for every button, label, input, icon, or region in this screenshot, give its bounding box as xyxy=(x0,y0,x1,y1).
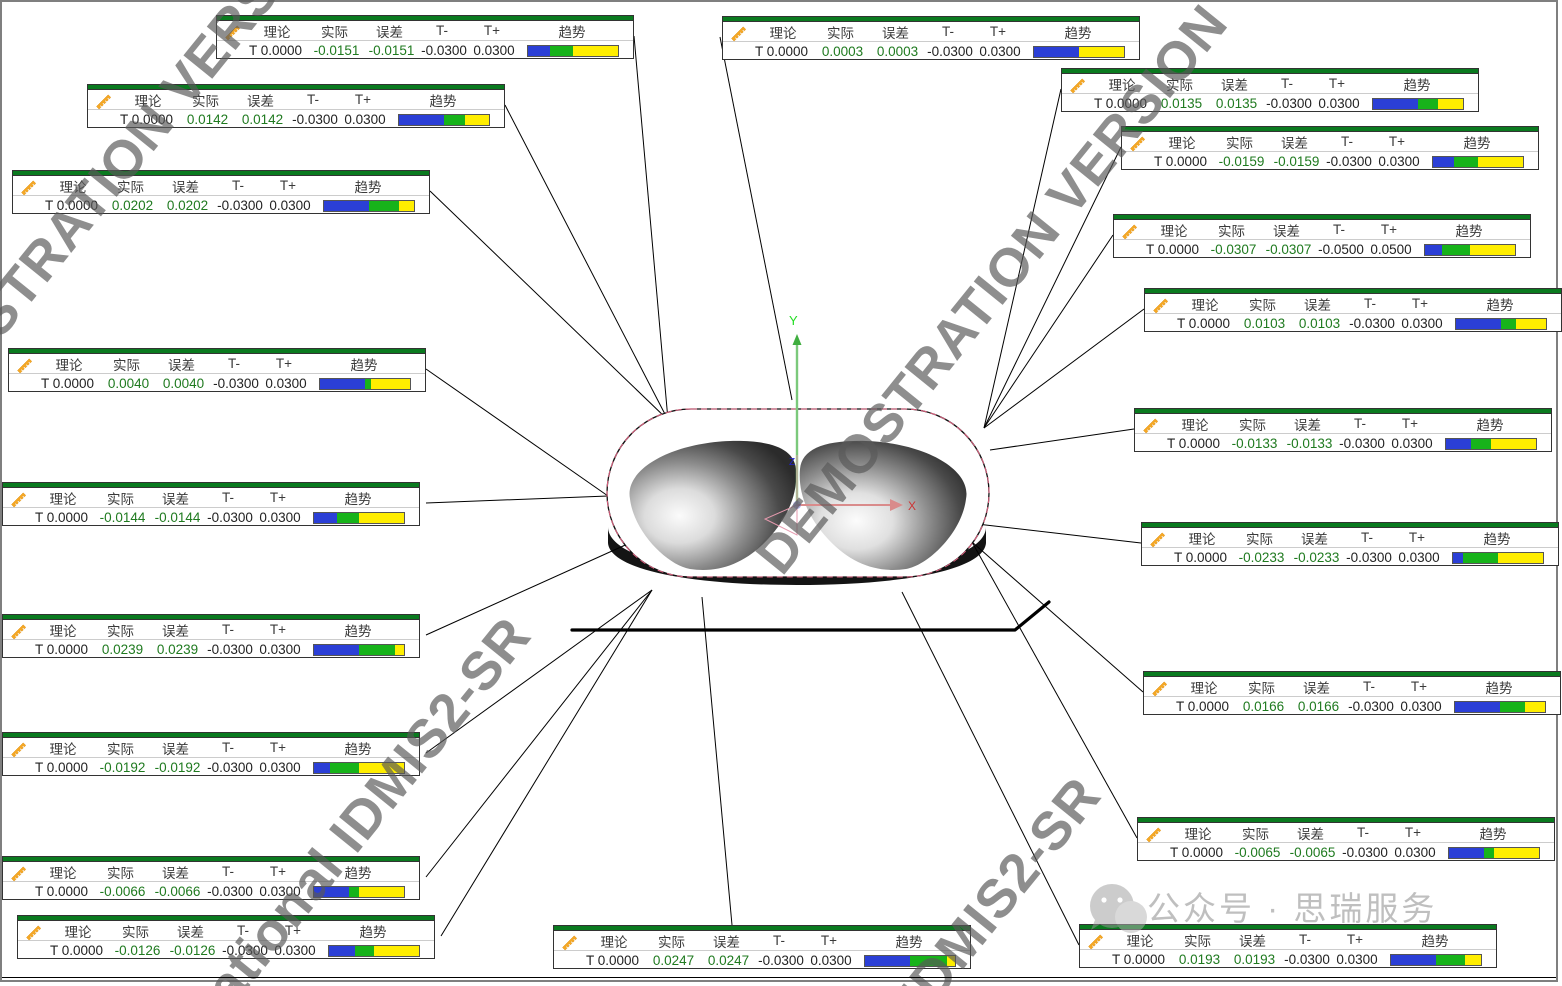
svg-text:Z: Z xyxy=(789,457,795,468)
svg-text:X: X xyxy=(908,499,916,513)
svg-text:Y: Y xyxy=(789,313,798,328)
